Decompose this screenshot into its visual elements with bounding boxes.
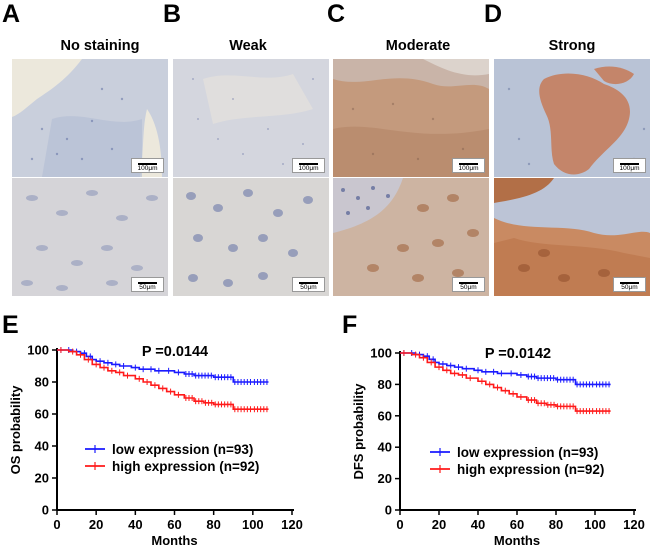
survival-chart-dfs: 0 20 40 60 80 100 0 20 40 60 80 100 120 Months DFS pro… (351, 346, 645, 549)
x-tick-label: 60 (510, 517, 524, 532)
panel-label-f: F (342, 311, 358, 339)
micrograph-c-low-mag-image (333, 59, 489, 177)
y-tick-label: 0 (42, 503, 49, 518)
x-axis-label: Months (151, 533, 197, 548)
y-tick-label: 100 (370, 346, 392, 361)
x-tick-label: 120 (623, 517, 645, 532)
y-tick-label: 80 (35, 375, 49, 390)
x-tick-label: 100 (584, 517, 606, 532)
scale-bar: 100μm (613, 158, 646, 173)
micrograph-a-low-mag: 100μm (12, 59, 168, 177)
micrograph-c-high-mag-image (333, 178, 489, 296)
x-tick-label: 40 (128, 517, 142, 532)
survival-curve-high (400, 352, 611, 412)
micrograph-b-low-mag: 100μm (173, 59, 329, 177)
micrograph-d-high-mag: 50μm (494, 178, 650, 296)
scale-bar: 50μm (452, 277, 485, 292)
micrograph-b-high-mag: 50μm (173, 178, 329, 296)
y-tick-label: 20 (35, 471, 49, 486)
scale-bar-label: 100μm (298, 164, 319, 172)
scale-bar: 50μm (292, 277, 325, 292)
x-tick-label: 120 (281, 517, 303, 532)
x-tick-label: 0 (53, 517, 60, 532)
scale-bar: 100μm (292, 158, 325, 173)
panel-title-strong: Strong (548, 38, 596, 54)
panel-title-moderate: Moderate (385, 38, 451, 54)
y-tick-label: 80 (378, 377, 392, 392)
panel-label-d: D (484, 0, 503, 28)
legend-label-low: low expression (n=93) (112, 442, 253, 457)
panel-label-b: B (163, 0, 182, 28)
panel-title-no-staining: No staining (60, 38, 140, 54)
x-tick-label: 40 (471, 517, 485, 532)
y-axis-label: DFS probability (351, 383, 366, 480)
scale-bar-label: 100μm (619, 164, 640, 172)
scale-bar-label: 50μm (300, 283, 317, 291)
micrograph-c-low-mag: 100μm (333, 59, 489, 177)
x-tick-label: 80 (206, 517, 220, 532)
micrograph-c-high-mag: 50μm (333, 178, 489, 296)
micrograph-a-high-mag: 50μm (12, 178, 168, 296)
scale-bar: 100μm (452, 158, 485, 173)
scale-bar: 100μm (131, 158, 164, 173)
panel-title-weak: Weak (229, 38, 267, 54)
y-axis-label: OS probability (8, 385, 23, 475)
scale-bar-label: 50μm (460, 283, 477, 291)
micrograph-a-low-mag-image (12, 59, 168, 177)
p-value-label: P =0.0144 (142, 344, 208, 360)
micrograph-d-low-mag-image (494, 59, 650, 177)
x-tick-label: 0 (396, 517, 403, 532)
survival-curve-high (57, 349, 269, 410)
survival-curve-low (400, 352, 611, 386)
y-tick-label: 60 (378, 408, 392, 423)
legend-label-high: high expression (n=92) (112, 459, 259, 474)
survival-curve-low (57, 349, 269, 383)
y-tick-label: 0 (385, 503, 392, 518)
scale-bar-label: 100μm (137, 164, 158, 172)
x-axis-label: Months (494, 533, 540, 548)
scale-bar-label: 50μm (621, 283, 638, 291)
y-tick-label: 100 (27, 343, 49, 358)
y-tick-label: 40 (378, 440, 392, 455)
legend-label-high: high expression (n=92) (457, 462, 604, 477)
micrograph-a-high-mag-image (12, 178, 168, 296)
y-tick-label: 60 (35, 407, 49, 422)
scale-bar: 50μm (131, 277, 164, 292)
x-tick-label: 100 (242, 517, 264, 532)
micrograph-b-high-mag-image (173, 178, 329, 296)
micrograph-d-high-mag-image (494, 178, 650, 296)
x-tick-label: 60 (167, 517, 181, 532)
survival-chart-os: 0 20 40 60 80 100 0 20 40 60 80 100 120 Months OS prob… (8, 343, 303, 549)
scale-bar-label: 50μm (139, 283, 156, 291)
x-tick-label: 20 (432, 517, 446, 532)
panel-label-c: C (327, 0, 346, 28)
panel-label-a: A (2, 0, 21, 28)
scale-bar-label: 100μm (458, 164, 479, 172)
x-tick-label: 20 (89, 517, 103, 532)
p-value-label: P =0.0142 (485, 346, 551, 362)
y-tick-label: 20 (378, 471, 392, 486)
scale-bar: 50μm (613, 277, 646, 292)
y-tick-label: 40 (35, 439, 49, 454)
x-tick-label: 80 (549, 517, 563, 532)
micrograph-b-low-mag-image (173, 59, 329, 177)
legend-label-low: low expression (n=93) (457, 445, 598, 460)
panel-label-e: E (2, 311, 19, 339)
micrograph-d-low-mag: 100μm (494, 59, 650, 177)
